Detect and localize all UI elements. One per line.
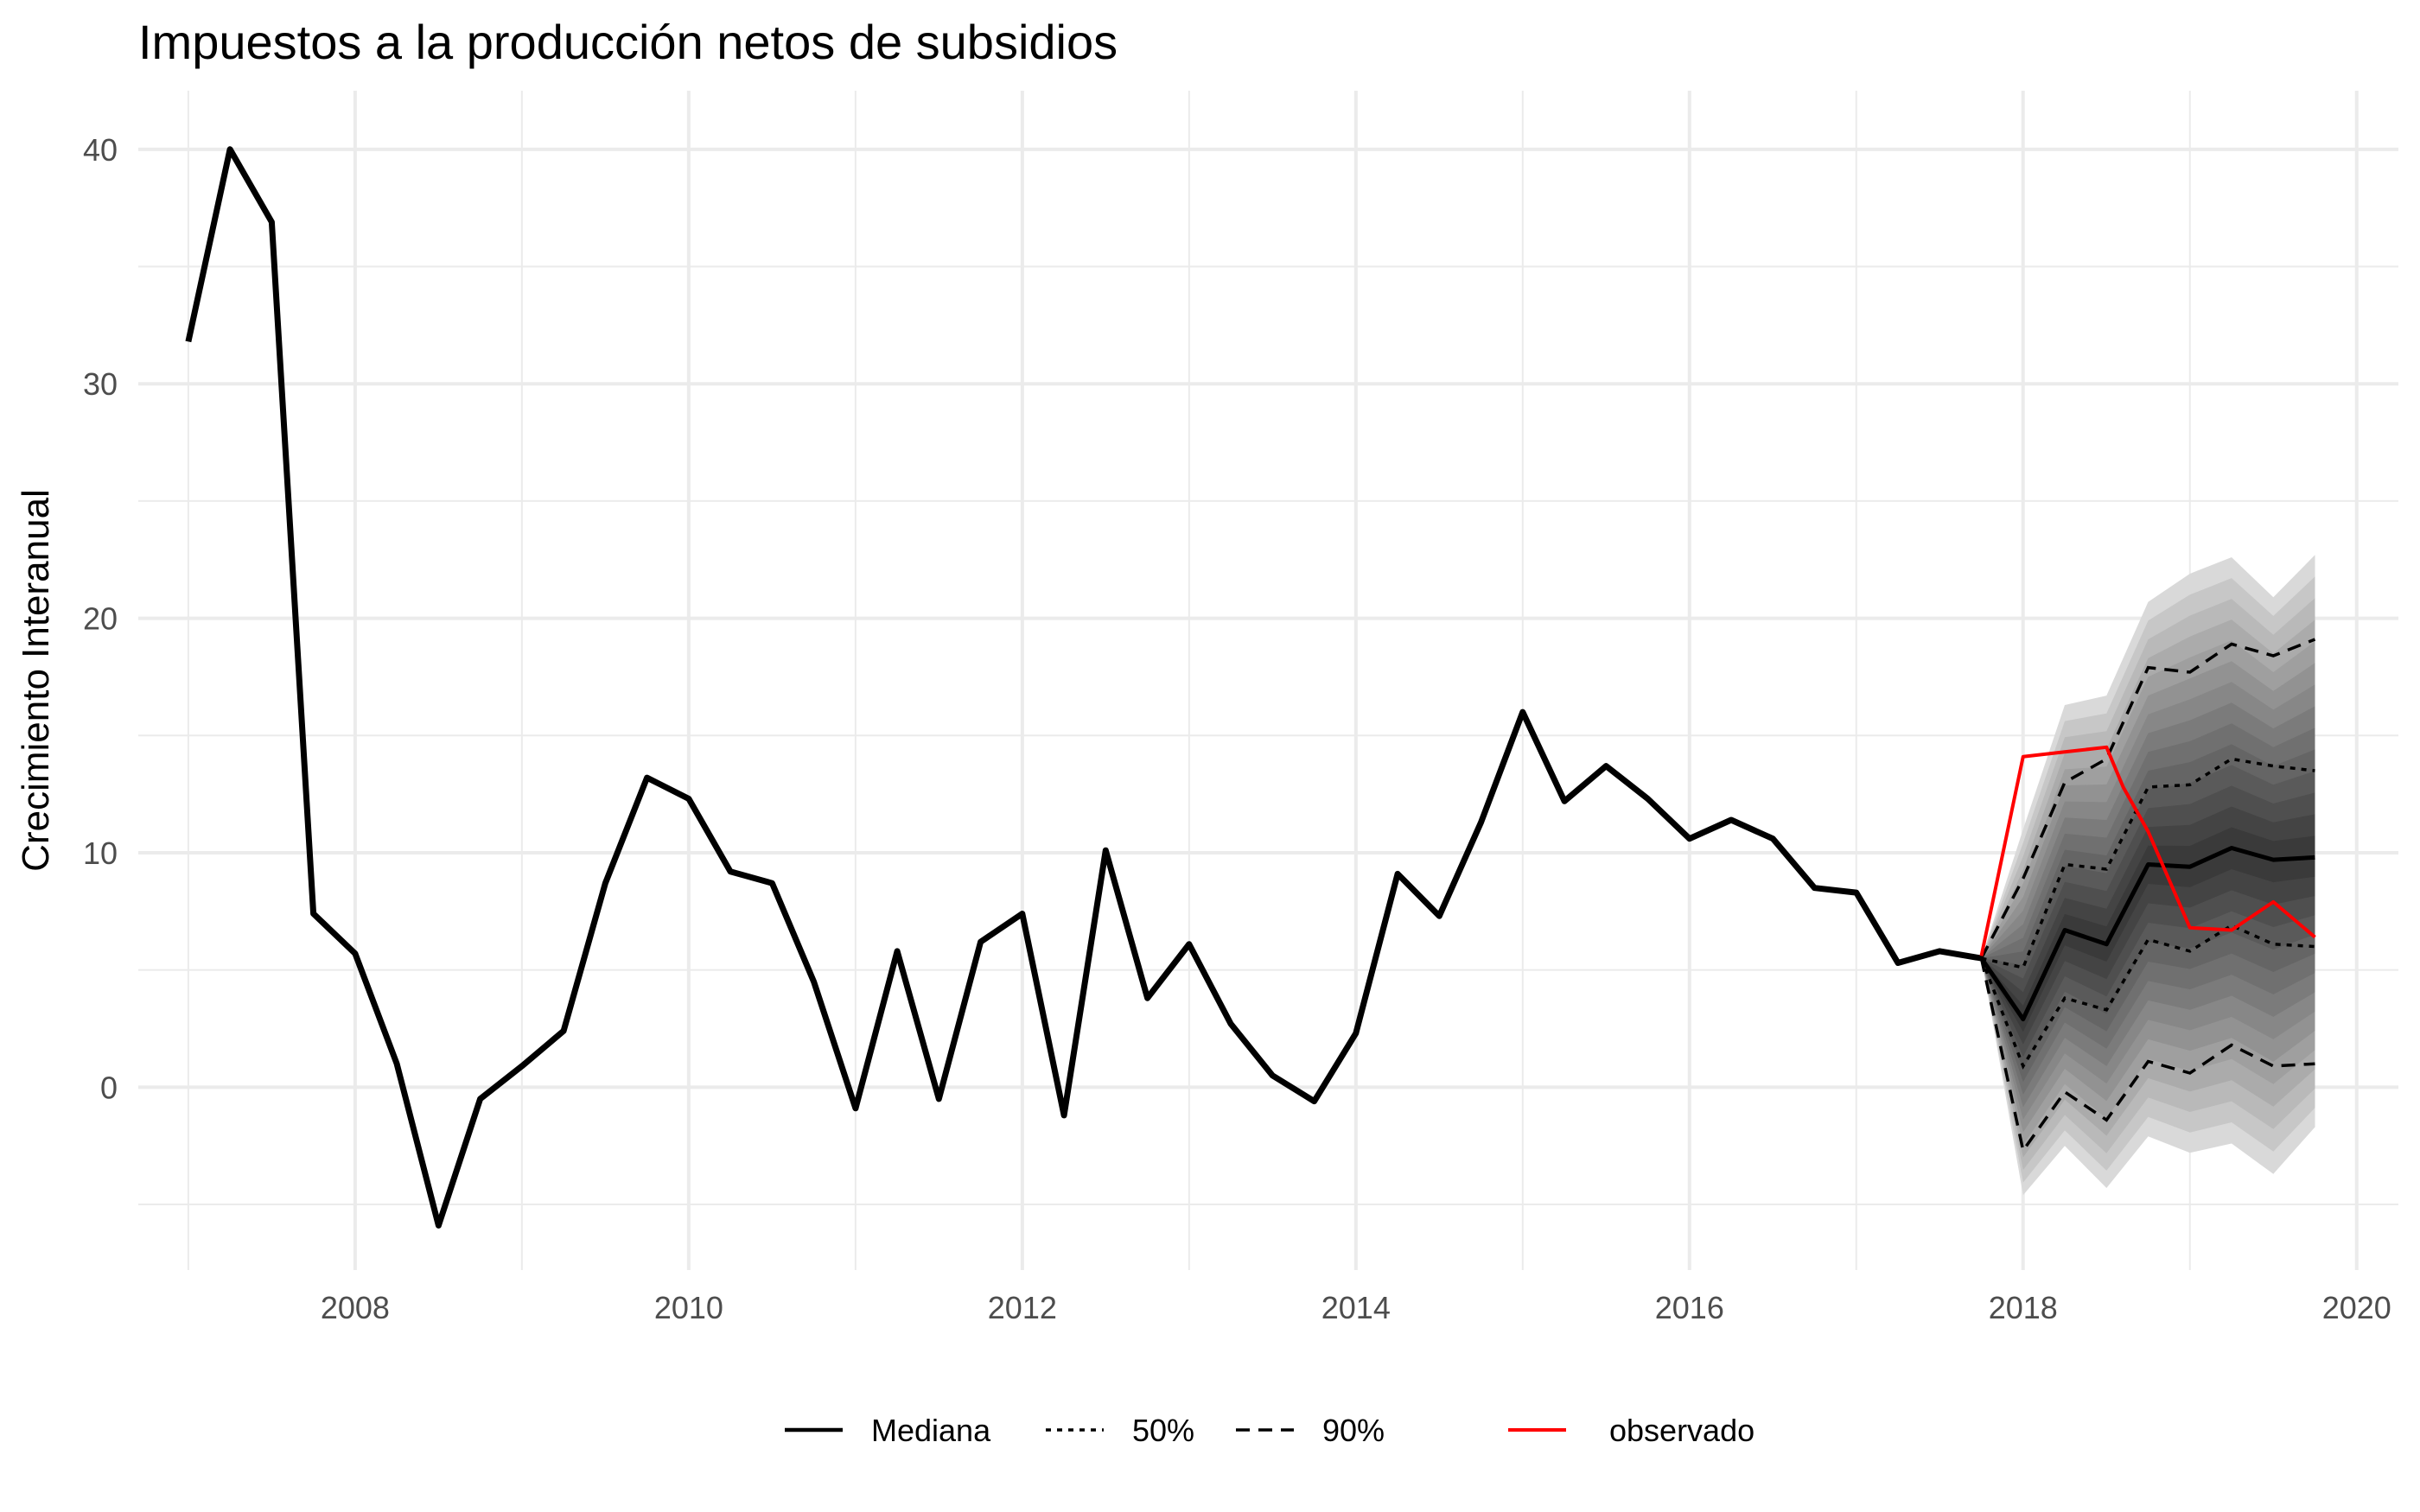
p50-upper-line [1981, 757, 2315, 969]
chart-title: Impuestos a la producción netos de subsi… [138, 15, 1118, 69]
y-tick-label: 0 [100, 1070, 118, 1105]
p90-lower-line [1979, 957, 2315, 1154]
x-tick-label: 2020 [2322, 1290, 2391, 1325]
x-tick-label: 2016 [1655, 1290, 1724, 1325]
x-tick-label: 2012 [988, 1290, 1057, 1325]
y-axis-ticks: 0 10 20 30 40 [83, 132, 118, 1105]
legend-label: observado [1609, 1413, 1754, 1448]
series-lines [185, 146, 2316, 1229]
legend-label: 50% [1132, 1413, 1194, 1448]
y-tick-label: 10 [83, 835, 118, 871]
y-tick-label: 30 [83, 366, 118, 402]
history-line [185, 146, 1983, 1229]
legend: Mediana 50% 90% observado [785, 1413, 1754, 1448]
legend-label: 90% [1322, 1413, 1385, 1448]
p90-upper-line [1979, 638, 2316, 959]
y-tick-label: 40 [83, 132, 118, 168]
legend-label: Mediana [871, 1413, 991, 1448]
fan-chart [1981, 555, 2315, 1196]
observed-line [1979, 745, 2316, 956]
median-line [1979, 846, 2315, 1022]
y-tick-label: 20 [83, 601, 118, 637]
x-tick-label: 2010 [654, 1290, 723, 1325]
x-tick-label: 2008 [321, 1290, 390, 1325]
x-tick-label: 2018 [1989, 1290, 2058, 1325]
x-axis-ticks: 2008 2010 2012 2014 2016 2018 2020 [321, 1290, 2391, 1325]
y-axis-label: Crecimiento Interanual [15, 489, 57, 872]
x-tick-label: 2014 [1321, 1290, 1391, 1325]
